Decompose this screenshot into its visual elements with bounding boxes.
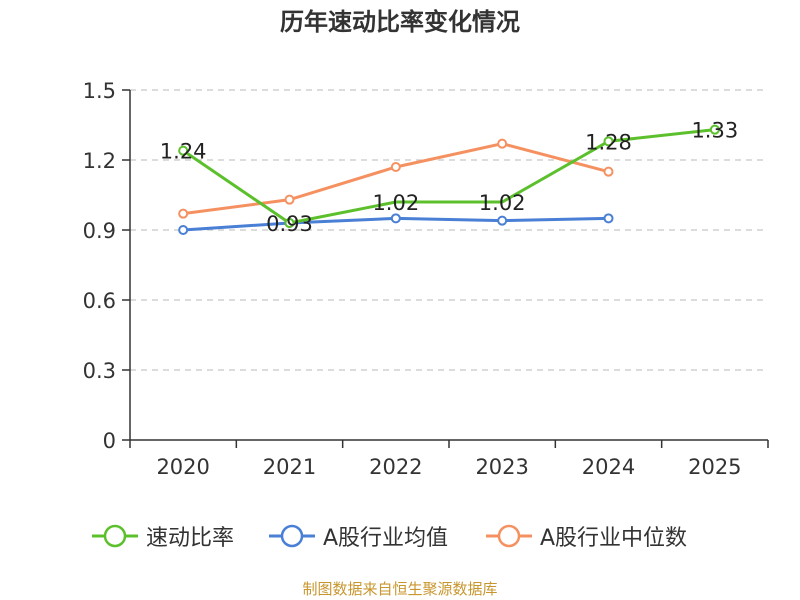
- legend-item[interactable]: A股行业中位数: [486, 518, 687, 554]
- x-tick-label: 2020: [156, 455, 209, 479]
- data-label: 1.33: [691, 119, 738, 143]
- x-tick-label: 2024: [582, 455, 635, 479]
- grid-lines: [130, 89, 768, 371]
- series-point: [284, 194, 295, 205]
- series-point: [603, 166, 614, 177]
- y-tick-label: 0: [103, 429, 116, 453]
- series-point: [497, 215, 508, 226]
- legend-swatch-icon: [92, 524, 138, 548]
- x-tick-label: 2021: [263, 455, 316, 479]
- series-point: [178, 225, 189, 235]
- data-label: 1.28: [585, 130, 632, 154]
- series-point: [284, 218, 295, 228]
- data-label: 1.02: [372, 191, 419, 215]
- legend-swatch-marker: [103, 524, 127, 548]
- legend-swatch-icon: [486, 524, 532, 548]
- series-point: [178, 208, 189, 219]
- legend-label: A股行业均值: [323, 526, 449, 551]
- series-point: [603, 213, 614, 224]
- series-point: [390, 213, 401, 224]
- x-tick-label: 2022: [369, 455, 422, 479]
- legend-item[interactable]: A股行业均值: [269, 518, 448, 554]
- legend-label: 速动比率: [146, 526, 235, 551]
- series-point: [709, 124, 720, 135]
- y-tick-label: 0.9: [83, 219, 116, 243]
- data-label: 1.24: [160, 140, 207, 164]
- series-layer: [178, 124, 720, 235]
- series-point: [390, 162, 401, 172]
- legend-swatch-icon: [269, 524, 315, 548]
- chart-title: 历年速动比率变化情况: [280, 8, 520, 36]
- y-tick-label: 0.3: [83, 359, 116, 383]
- series-point: [178, 145, 189, 156]
- series-point: [603, 136, 614, 147]
- source-note: 制图数据来自恒生聚源数据库: [302, 580, 498, 598]
- y-tick-label: 1.2: [83, 149, 116, 173]
- series-point: [497, 138, 508, 149]
- data-label: 1.02: [479, 191, 526, 215]
- legend-swatch-marker: [280, 524, 304, 548]
- x-tick-label: 2025: [688, 455, 741, 479]
- legend-label: A股行业中位数: [540, 526, 688, 551]
- y-tick-label: 0.6: [83, 289, 116, 313]
- axes: 0 0.3 0.6 0.9 1.2 1.5 2020 2021 2022 2023 2024 2025: [83, 79, 769, 479]
- legend-swatch-marker: [497, 524, 521, 548]
- data-labels: 1.24 0.93 1.02 1.02 1.28 1.33: [160, 119, 738, 236]
- series-line: [182, 128, 715, 225]
- data-label: 0.93: [266, 212, 313, 236]
- x-tick-label: 2023: [475, 455, 528, 479]
- legend-item[interactable]: 速动比率: [92, 518, 234, 554]
- y-tick-label: 1.5: [83, 79, 116, 103]
- legend: 速动比率 A股行业均值 A股行业中位数: [0, 518, 800, 554]
